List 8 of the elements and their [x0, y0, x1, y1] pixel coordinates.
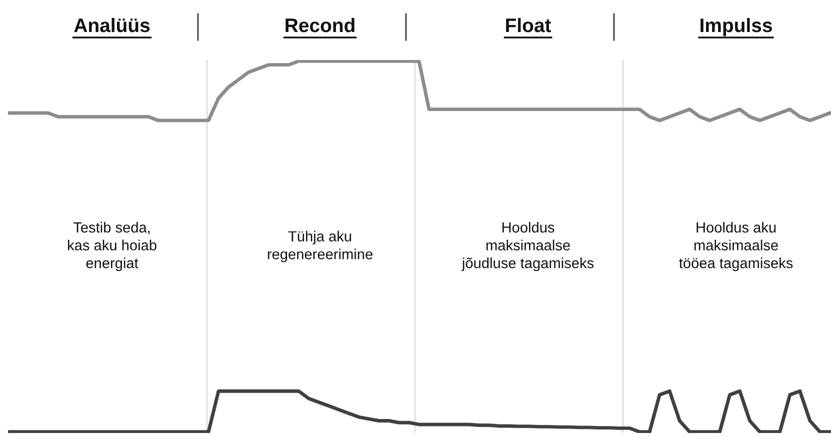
text: Recond: [286, 18, 354, 32]
text: Analüüs: [74, 18, 150, 32]
text: Impulss: [700, 18, 772, 36]
annotation: Testib seda, kas aku hoiab energiat: [68, 222, 156, 272]
annotation: Hooldus maksimaalse jõudluse tagamiseks: [462, 222, 594, 272]
annotation: Hooldus aku maksimaalse tööea tagamiseks: [679, 222, 793, 272]
annotation: Tühja aku regenereerimine: [268, 230, 372, 262]
text: Float: [506, 18, 551, 32]
